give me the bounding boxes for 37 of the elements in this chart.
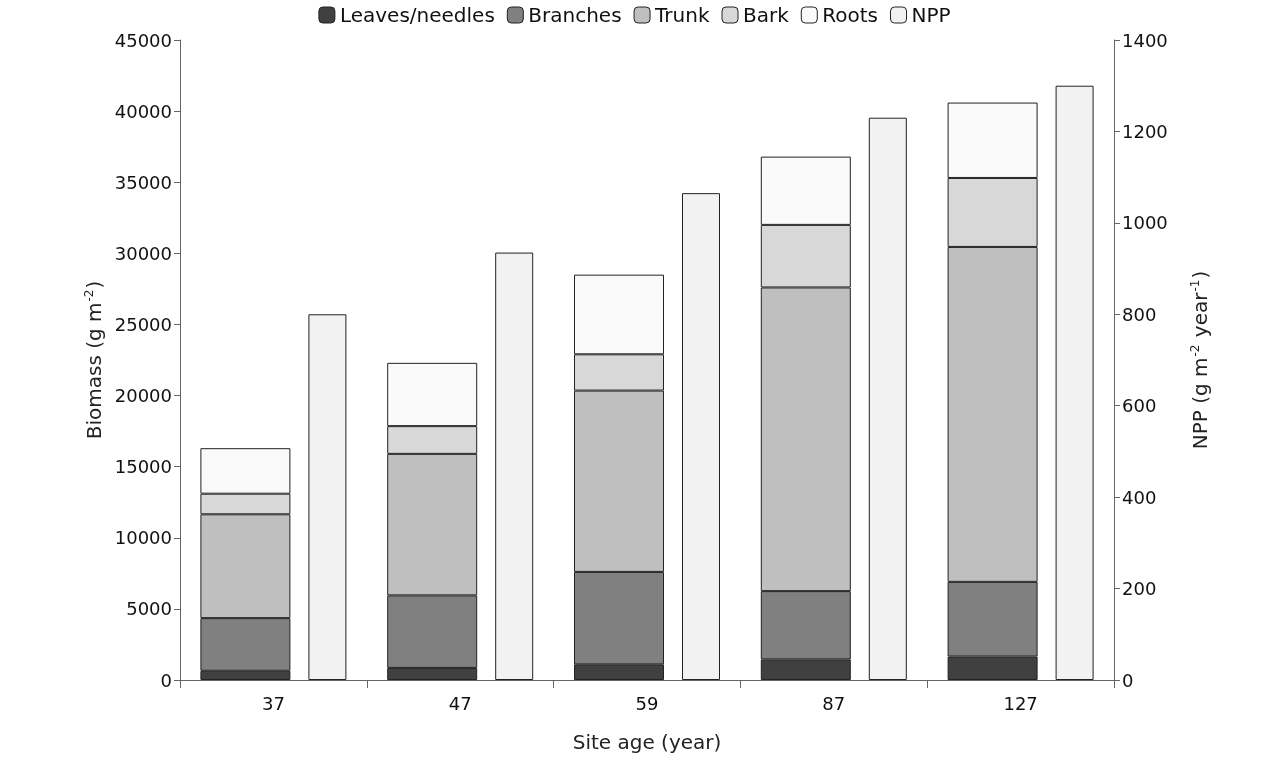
y-tick-label: 10000: [114, 527, 172, 549]
y2-tick-label: 1400: [1122, 29, 1168, 51]
bar: [1055, 85, 1094, 680]
bar: [682, 193, 720, 680]
x-tick-label: 127: [1003, 692, 1038, 714]
y2-tick-label: 800: [1122, 303, 1157, 325]
x-tick-label: 87: [822, 692, 846, 714]
legend-label: NPP: [911, 3, 951, 27]
y2-tick-label: 200: [1122, 578, 1157, 600]
legend-label: Leaves/needles: [339, 3, 495, 27]
legend-label: Bark: [743, 3, 790, 27]
y-tick-label: 15000: [114, 456, 172, 478]
y-tick-label: 20000: [114, 385, 172, 407]
bar: [308, 314, 347, 680]
y2-tick-label: 400: [1122, 486, 1157, 508]
y-tick-label: 25000: [114, 313, 172, 335]
bar: [495, 252, 534, 680]
y-tick-label: 40000: [114, 100, 172, 122]
x-tick-label: 47: [448, 692, 472, 714]
x-axis-title: Site age (year): [572, 730, 722, 754]
legend-label: Branches: [528, 3, 622, 27]
y2-tick-label: 1200: [1122, 120, 1168, 142]
y-axis-title: Biomass (g m-2): [81, 280, 106, 440]
y-tick-label: 45000: [114, 29, 172, 51]
bar: [868, 117, 907, 680]
x-tick-label: 59: [635, 692, 659, 714]
legend-label: Roots: [822, 3, 879, 27]
y-tick-label: 35000: [114, 171, 172, 193]
legend-label: Trunk: [654, 3, 710, 27]
y-tick-label: 30000: [114, 242, 172, 264]
y2-tick-label: 1000: [1122, 212, 1168, 234]
y-tick-label: 5000: [126, 598, 172, 620]
y2-tick-label: 600: [1122, 395, 1157, 417]
y2-tick-label: 0: [1122, 669, 1134, 691]
x-tick-label: 37: [261, 692, 285, 714]
y2-axis-title: NPP (g m-2 year-1): [1187, 270, 1212, 450]
y-tick-label: 0: [160, 669, 172, 691]
